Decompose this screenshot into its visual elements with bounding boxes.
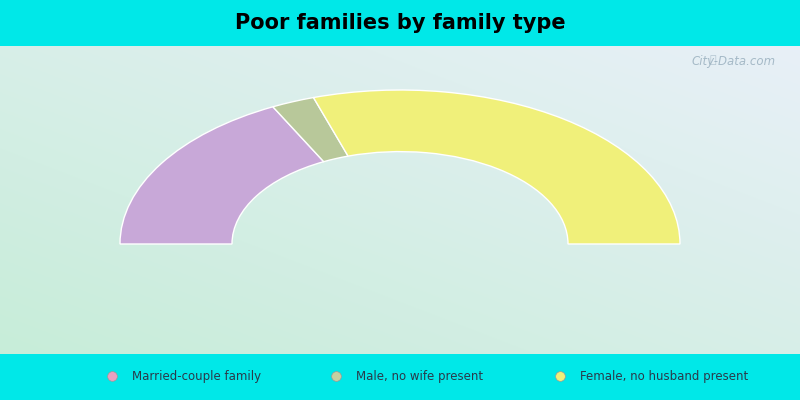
Text: ⓘ: ⓘ xyxy=(710,55,716,65)
Text: City-Data.com: City-Data.com xyxy=(692,55,776,68)
Text: Poor families by family type: Poor families by family type xyxy=(234,13,566,33)
Text: Female, no husband present: Female, no husband present xyxy=(580,370,748,382)
Wedge shape xyxy=(120,107,324,244)
Wedge shape xyxy=(273,98,348,162)
Wedge shape xyxy=(314,90,680,244)
Text: Married-couple family: Married-couple family xyxy=(132,370,261,382)
Text: Male, no wife present: Male, no wife present xyxy=(356,370,483,382)
